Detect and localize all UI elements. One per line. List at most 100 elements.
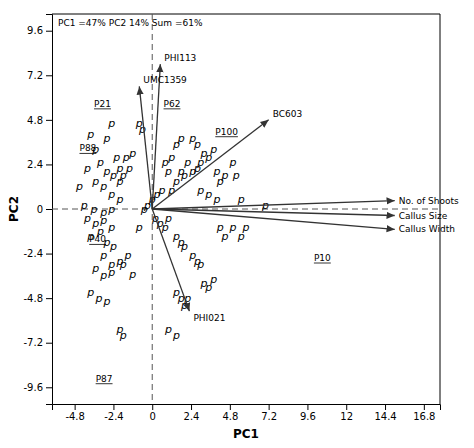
point: p (86, 286, 94, 299)
point: p (196, 184, 204, 197)
tick-mark (46, 120, 52, 121)
tick: 16.8 (413, 404, 435, 422)
tick: 14.4 (374, 404, 396, 422)
point: p (86, 128, 94, 141)
arrow (152, 120, 268, 209)
annotation-underline (314, 263, 331, 264)
arrow (152, 64, 160, 209)
point: p (123, 249, 131, 262)
arrow-label: BC603 (273, 109, 302, 119)
tick-label: 2.4 (27, 159, 43, 170)
tick-mark (113, 404, 114, 410)
point: p (180, 240, 188, 253)
axis-line (53, 405, 441, 411)
point: p (204, 188, 212, 201)
tick-mark (46, 75, 52, 76)
point: p (83, 162, 91, 175)
tick-label: 0 (150, 411, 156, 422)
y-axis: -9.6 -7.2 -4.8 -2.4 0 2.4 4.8 7.2 9.6 (23, 15, 52, 405)
point: p (157, 184, 165, 197)
subtitle: PC1 =47% PC2 14% Sum =61% (58, 18, 203, 28)
x-axis: -4.8-2.402.44.87.29.61214.416.8 (53, 404, 441, 422)
tick-mark (191, 404, 192, 410)
tick-label: 12 (340, 411, 353, 422)
annotation: P100 (215, 127, 238, 137)
tick-mark (46, 164, 52, 165)
point: p (107, 203, 115, 216)
tick: 4.8 (27, 115, 52, 126)
arrow-label: No. of Shoots (399, 196, 459, 206)
tick: -2.4 (23, 248, 52, 259)
tick: -4.8 (23, 293, 52, 304)
point: p (99, 249, 107, 262)
point: p (164, 212, 172, 225)
point: p (229, 156, 237, 169)
annotation: P21 (94, 99, 111, 109)
plot-area: -4.8-2.402.44.87.29.61214.416.8-9.6-7.2-… (23, 14, 459, 422)
tick-label: -2.4 (23, 248, 43, 259)
arrow (152, 209, 395, 229)
point: p (119, 329, 127, 342)
arrow-label: PHI021 (193, 313, 225, 323)
annotation: P88 (79, 143, 96, 153)
tick: 4.8 (222, 404, 238, 422)
arrow (152, 201, 395, 209)
tick-mark (46, 298, 52, 299)
annotation: P62 (164, 99, 181, 109)
tick: -2.4 (104, 404, 124, 422)
point: p (94, 292, 102, 305)
arrow-label: Callus Size (399, 211, 448, 221)
point: p (80, 199, 88, 212)
point: p (128, 268, 136, 281)
tick-label: 4.8 (27, 115, 43, 126)
point: p (75, 180, 83, 193)
tick: 0 (37, 204, 52, 215)
point: p (107, 188, 115, 201)
tick-label: -9.6 (23, 382, 43, 393)
arrow (139, 86, 152, 209)
point: p (91, 175, 99, 188)
arrow-label: Callus Width (399, 224, 455, 234)
point: p (232, 169, 240, 182)
annotation-underline (96, 383, 113, 384)
point: p (209, 273, 217, 286)
point: p (220, 230, 228, 243)
tick-mark (46, 387, 52, 388)
tick: 9.6 (27, 25, 52, 36)
tick-mark (230, 404, 231, 410)
tick-mark (307, 404, 308, 410)
tick-label: 2.4 (184, 411, 200, 422)
tick-label: -7.2 (23, 337, 43, 348)
point: p (242, 221, 250, 234)
tick-label: 7.2 (27, 70, 43, 81)
tick: 7.2 (261, 404, 277, 422)
tick-mark (75, 404, 76, 410)
tick-label: 0 (37, 204, 43, 215)
point: p (180, 169, 188, 182)
tick: 2.4 (27, 159, 52, 170)
tick: 0 (150, 404, 156, 422)
arrow-label: PHI113 (164, 53, 196, 63)
tick-label: -4.8 (23, 293, 43, 304)
arrow-label: UMC1359 (143, 75, 187, 85)
arrow (152, 209, 189, 311)
tick: -4.8 (65, 404, 85, 422)
point: p (128, 147, 136, 160)
point: p (115, 193, 123, 206)
tick-label: 14.4 (374, 411, 396, 422)
y-axis-title: PC2 (7, 196, 21, 222)
annotation-underline (79, 153, 96, 154)
point: p (109, 240, 117, 253)
point: p (220, 169, 228, 182)
point: p (99, 180, 107, 193)
point: p (102, 132, 110, 145)
marks: pppppppppppppppppppppppppppppppppppppppp… (52, 14, 440, 404)
point: p (83, 212, 91, 225)
tick-label: 16.8 (413, 411, 435, 422)
point: p (107, 266, 115, 279)
tick-label: -2.4 (104, 411, 124, 422)
point: p (237, 193, 245, 206)
point: p (177, 132, 185, 145)
x-axis-title: PC1 (233, 427, 259, 441)
tick-label: 4.8 (222, 411, 238, 422)
